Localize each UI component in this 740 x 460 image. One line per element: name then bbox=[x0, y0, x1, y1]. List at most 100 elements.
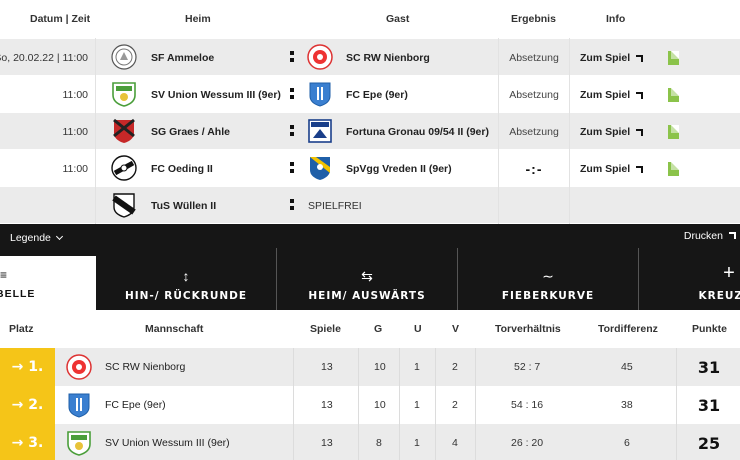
cell-divider bbox=[435, 348, 436, 386]
team-name[interactable]: FC Epe (9er) bbox=[105, 399, 166, 411]
print-button[interactable]: Drucken bbox=[684, 230, 736, 242]
tab-label: FIEBERKURVE bbox=[501, 290, 595, 302]
tab-divider bbox=[276, 248, 277, 310]
draws: 1 bbox=[414, 361, 420, 373]
header-u: U bbox=[414, 323, 422, 335]
to-match-link[interactable]: Zum Spiel bbox=[580, 113, 644, 150]
draws: 1 bbox=[414, 437, 420, 449]
header-heim: Heim bbox=[185, 13, 211, 25]
cell-divider bbox=[293, 386, 294, 424]
score-separator bbox=[290, 198, 294, 211]
home-team[interactable]: SF Ammeloe bbox=[151, 51, 215, 64]
column-divider bbox=[95, 38, 96, 224]
home-team[interactable]: SG Graes / Ahle bbox=[151, 125, 230, 138]
to-match-link[interactable]: Zum Spiel bbox=[580, 76, 644, 113]
arrow-corner-icon bbox=[729, 232, 736, 239]
sv-union-wessum-crest-icon bbox=[112, 82, 136, 107]
tab-fieberkurve[interactable]: ∼ FIEBERKURVE bbox=[458, 248, 638, 310]
document-icon[interactable] bbox=[668, 88, 679, 102]
document-icon[interactable] bbox=[668, 162, 679, 176]
goal-difference: 45 bbox=[621, 361, 633, 373]
fc-epe-crest-icon bbox=[68, 393, 90, 418]
to-match-link[interactable]: Zum Spiel bbox=[580, 150, 644, 187]
arrow-right-icon: → bbox=[11, 397, 29, 413]
home-team[interactable]: SV Union Wessum III (9er) bbox=[151, 88, 281, 101]
cell-divider bbox=[399, 424, 400, 460]
fortuna-gronau-crest-icon bbox=[308, 119, 332, 143]
cell-divider bbox=[399, 348, 400, 386]
cell-divider bbox=[475, 348, 476, 386]
cell-divider bbox=[475, 386, 476, 424]
header-gast: Gast bbox=[386, 13, 410, 25]
match-row: So, 20.02.22 | 11:00 SF Ammeloe SC RW Ni… bbox=[0, 38, 740, 75]
cell-divider bbox=[358, 348, 359, 386]
arrow-right-icon: → bbox=[11, 435, 29, 451]
to-match-label: Zum Spiel bbox=[580, 51, 631, 64]
arrow-right-icon: → bbox=[11, 359, 29, 375]
match-date: So, 20.02.22 | 11:00 bbox=[0, 51, 88, 64]
table-row[interactable]: → 2. FC Epe (9er) 13 10 1 2 54 : 16 38 3… bbox=[0, 386, 740, 424]
home-team[interactable]: TuS Wüllen II bbox=[151, 199, 217, 212]
match-date: 11:00 bbox=[62, 162, 89, 175]
header-info: Info bbox=[606, 13, 626, 25]
cell-divider bbox=[676, 424, 677, 460]
header-mannschaft: Mannschaft bbox=[145, 323, 204, 335]
tab-label: HIN-/ RÜCKRUNDE bbox=[124, 290, 248, 302]
match-row: TuS Wüllen II SPIELFREI bbox=[0, 186, 740, 223]
document-icon[interactable] bbox=[668, 125, 679, 139]
away-team[interactable]: FC Epe (9er) bbox=[346, 88, 408, 101]
away-team[interactable]: Fortuna Gronau 09/54 II (9er) bbox=[346, 125, 489, 138]
place-badge: → 1. bbox=[0, 348, 55, 386]
match-row: 11:00 SV Union Wessum III (9er) FC Epe (… bbox=[0, 75, 740, 112]
to-match-label: Zum Spiel bbox=[580, 162, 631, 175]
legend-label: Legende bbox=[10, 232, 51, 244]
legend-toggle[interactable]: Legende bbox=[10, 232, 63, 244]
spvgg-vreden-crest-icon bbox=[310, 157, 330, 180]
tab-label: KREUZTA bbox=[698, 290, 740, 302]
to-match-label: Zum Spiel bbox=[580, 88, 631, 101]
arrow-corner-icon bbox=[636, 129, 644, 136]
score-separator bbox=[290, 87, 294, 100]
table-row[interactable]: → 3. SV Union Wessum III (9er) 13 8 1 4 … bbox=[0, 424, 740, 460]
away-team[interactable]: SpVgg Vreden II (9er) bbox=[346, 162, 452, 175]
tab-heim-auswaerts[interactable]: ⇆ HEIM/ AUSWÄRTS bbox=[277, 248, 457, 310]
goal-ratio: 52 : 7 bbox=[514, 361, 541, 373]
tab-label: BELLE bbox=[0, 288, 36, 300]
to-match-link[interactable]: Zum Spiel bbox=[580, 39, 644, 76]
list-icon: ≡ bbox=[0, 268, 8, 282]
tab-divider bbox=[457, 248, 458, 310]
tab-hin-rueckrunde[interactable]: ↕ HIN-/ RÜCKRUNDE bbox=[96, 248, 276, 310]
print-label: Drucken bbox=[683, 230, 723, 242]
cell-divider bbox=[399, 386, 400, 424]
team-name[interactable]: SC RW Nienborg bbox=[105, 361, 186, 373]
plus-icon: + bbox=[723, 262, 735, 284]
points: 31 bbox=[697, 395, 721, 415]
place-number: 1. bbox=[28, 359, 44, 375]
cell-divider bbox=[358, 424, 359, 460]
place-number: 3. bbox=[28, 435, 44, 451]
tab-kreuztabelle[interactable]: + KREUZTA bbox=[639, 248, 740, 310]
table-row[interactable]: → 1. SC RW Nienborg 13 10 1 2 52 : 7 45 … bbox=[0, 348, 740, 386]
score-separator bbox=[290, 161, 294, 174]
header-platz: Platz bbox=[9, 323, 34, 335]
cell-divider bbox=[435, 424, 436, 460]
goal-difference: 38 bbox=[621, 399, 633, 411]
match-result: Absetzung bbox=[509, 88, 559, 101]
points: 25 bbox=[697, 433, 721, 453]
draws: 1 bbox=[414, 399, 420, 411]
losses: 2 bbox=[452, 399, 458, 411]
document-icon[interactable] bbox=[668, 51, 679, 65]
goal-ratio: 54 : 16 bbox=[511, 399, 544, 411]
arrow-corner-icon bbox=[636, 55, 644, 62]
fc-epe-crest-icon bbox=[309, 82, 331, 107]
wins: 10 bbox=[374, 399, 386, 411]
team-name[interactable]: SV Union Wessum III (9er) bbox=[105, 437, 230, 449]
match-row: 11:00 SG Graes / Ahle Fortuna Gronau 09/… bbox=[0, 112, 740, 149]
home-team[interactable]: FC Oeding II bbox=[151, 162, 213, 175]
cell-divider bbox=[435, 386, 436, 424]
tab-tabelle[interactable]: ≡ BELLE bbox=[0, 256, 96, 310]
away-team[interactable]: SC RW Nienborg bbox=[346, 51, 430, 64]
wins: 8 bbox=[376, 437, 382, 449]
match-date: 11:00 bbox=[62, 88, 89, 101]
header-datum: Datum | Zeit bbox=[30, 13, 91, 25]
